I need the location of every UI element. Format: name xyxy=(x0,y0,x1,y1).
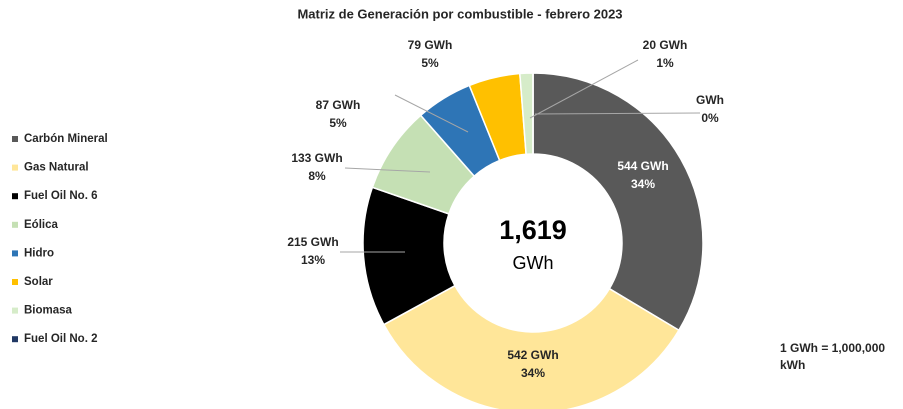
percent-label: 5% xyxy=(421,56,439,70)
legend-label: Carbón Mineral xyxy=(24,133,108,145)
legend-swatch xyxy=(12,136,18,142)
legend-swatch xyxy=(12,307,18,314)
leader-line xyxy=(394,94,469,133)
center-label: 1,619 xyxy=(499,215,567,245)
legend-label: Fuel Oil No. 2 xyxy=(24,333,97,345)
percent-label: 8% xyxy=(308,169,326,183)
legend-label: Eólica xyxy=(24,219,58,231)
value-label: 87 GWh xyxy=(316,98,361,112)
value-label: 20 GWh xyxy=(643,38,688,52)
legend-label: Biomasa xyxy=(24,305,73,317)
note: 1 GWh = 1,000,000 kWh xyxy=(780,341,885,372)
percent-label: 0% xyxy=(701,111,719,125)
value-label: 215 GWh xyxy=(287,235,338,249)
leader-line xyxy=(529,59,639,119)
donut-segment xyxy=(532,72,704,332)
legend-swatch xyxy=(12,250,18,257)
percent-label: 13% xyxy=(301,253,325,267)
legend-swatch xyxy=(12,221,18,228)
legend-swatch xyxy=(12,336,18,343)
percent-label: 5% xyxy=(329,116,347,130)
percent-label: 34% xyxy=(521,366,545,380)
value-label: GWh xyxy=(696,93,724,107)
donut-segment xyxy=(382,284,680,409)
legend-label: Gas Natural xyxy=(24,162,89,174)
legend-label: Fuel Oil No. 6 xyxy=(24,190,97,202)
value-label: 133 GWh xyxy=(291,151,342,165)
leader-line xyxy=(344,167,431,173)
chart-title: Matriz de Generación por combustible - f… xyxy=(297,6,622,21)
leader-line xyxy=(534,112,701,115)
percent-label: 34% xyxy=(631,177,655,191)
center-unit: GWh xyxy=(512,253,553,273)
legend-label: Hidro xyxy=(24,247,54,259)
legend-swatch xyxy=(12,164,18,171)
value-label: 79 GWh xyxy=(408,38,453,52)
legend-swatch xyxy=(12,193,18,200)
value-label: 542 GWh xyxy=(507,348,558,362)
value-label: 544 GWh xyxy=(617,159,668,173)
legend-swatch xyxy=(12,279,18,285)
legend-label: Solar xyxy=(24,276,53,288)
percent-label: 1% xyxy=(656,56,674,70)
